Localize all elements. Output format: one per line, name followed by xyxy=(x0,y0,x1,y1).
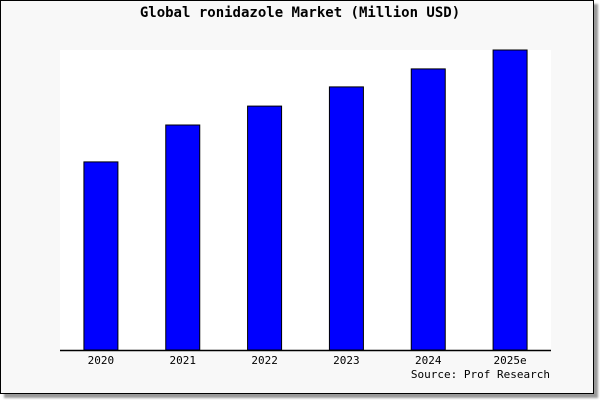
x-tick-label: 2025e xyxy=(494,354,527,367)
x-tick-label: 2022 xyxy=(251,354,278,367)
bar-2020 xyxy=(83,161,119,351)
bar-2021 xyxy=(165,124,201,351)
bar-2023 xyxy=(328,86,364,351)
source-label: Source: Prof Research xyxy=(410,368,550,381)
x-tick-label: 2023 xyxy=(333,354,360,367)
bar-2024 xyxy=(410,68,446,351)
x-tick-label: 2021 xyxy=(170,354,197,367)
chart-title: Global ronidazole Market (Million USD) xyxy=(139,5,461,21)
plot-area xyxy=(60,50,551,350)
x-tick-label: 2024 xyxy=(415,354,442,367)
bar-2022 xyxy=(247,105,283,351)
x-tick-label: 2020 xyxy=(88,354,115,367)
bar-2025e xyxy=(492,49,528,351)
